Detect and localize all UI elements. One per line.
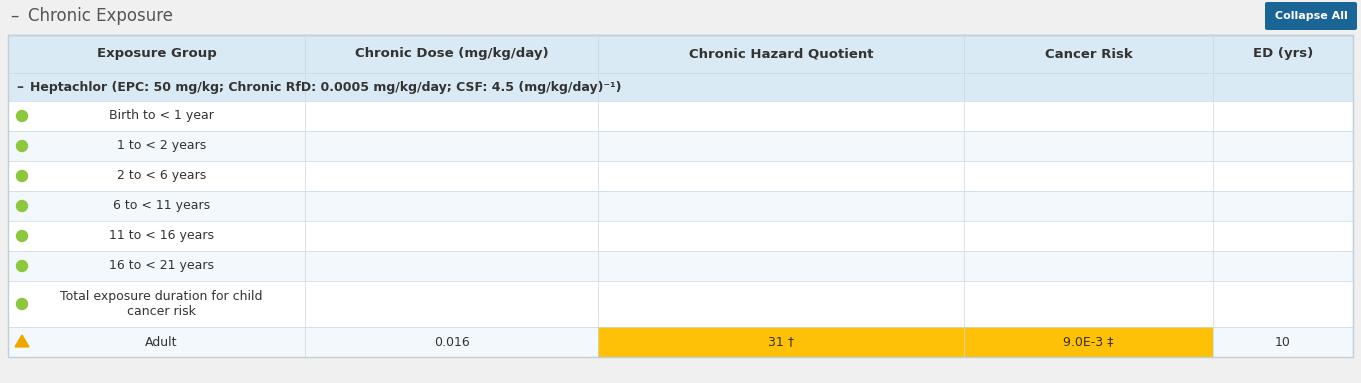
Bar	[8, 251, 1353, 281]
Text: –: –	[10, 7, 19, 25]
Text: 2 to < 6 years: 2 to < 6 years	[117, 170, 207, 183]
Text: Birth to < 1 year: Birth to < 1 year	[109, 110, 214, 123]
Bar	[8, 281, 1353, 327]
Text: Cancer Risk: Cancer Risk	[1045, 47, 1132, 61]
Text: 31 †: 31 †	[769, 336, 795, 349]
Bar	[8, 161, 1353, 191]
Text: Heptachlor (EPC: 50 mg/kg; Chronic RfD: 0.0005 mg/kg/day; CSF: 4.5 (mg/kg/day)⁻¹: Heptachlor (EPC: 50 mg/kg; Chronic RfD: …	[30, 80, 622, 93]
Circle shape	[16, 170, 27, 182]
Circle shape	[16, 200, 27, 211]
Bar	[599, 327, 965, 357]
Bar	[8, 35, 1353, 357]
Text: 9.0E-3 ‡: 9.0E-3 ‡	[1063, 336, 1113, 349]
Text: ED (yrs): ED (yrs)	[1253, 47, 1313, 61]
Text: Chronic Exposure: Chronic Exposure	[29, 7, 173, 25]
Text: 10: 10	[1275, 336, 1292, 349]
Text: 11 to < 16 years: 11 to < 16 years	[109, 229, 214, 242]
Polygon shape	[15, 335, 29, 347]
Text: –: –	[16, 80, 23, 94]
Bar	[8, 35, 1353, 73]
Text: 16 to < 21 years: 16 to < 21 years	[109, 260, 214, 272]
Bar	[965, 327, 1213, 357]
Text: Total exposure duration for child
cancer risk: Total exposure duration for child cancer…	[60, 290, 263, 318]
Bar	[0, 0, 1361, 32]
Bar	[8, 131, 1353, 161]
Circle shape	[16, 231, 27, 242]
Text: 0.016: 0.016	[434, 336, 470, 349]
Bar	[8, 101, 1353, 131]
Bar	[8, 191, 1353, 221]
Text: Adult: Adult	[146, 336, 178, 349]
Text: 6 to < 11 years: 6 to < 11 years	[113, 200, 210, 213]
Circle shape	[16, 260, 27, 272]
Text: Chronic Hazard Quotient: Chronic Hazard Quotient	[689, 47, 874, 61]
Circle shape	[16, 141, 27, 152]
Bar	[8, 221, 1353, 251]
Text: Chronic Dose (mg/kg/day): Chronic Dose (mg/kg/day)	[355, 47, 548, 61]
Circle shape	[16, 298, 27, 309]
FancyBboxPatch shape	[1264, 2, 1357, 30]
Bar	[8, 327, 1353, 357]
Bar	[8, 73, 1353, 101]
Text: Collapse All: Collapse All	[1275, 11, 1347, 21]
Circle shape	[16, 111, 27, 121]
Text: Exposure Group: Exposure Group	[97, 47, 216, 61]
Text: 1 to < 2 years: 1 to < 2 years	[117, 139, 207, 152]
